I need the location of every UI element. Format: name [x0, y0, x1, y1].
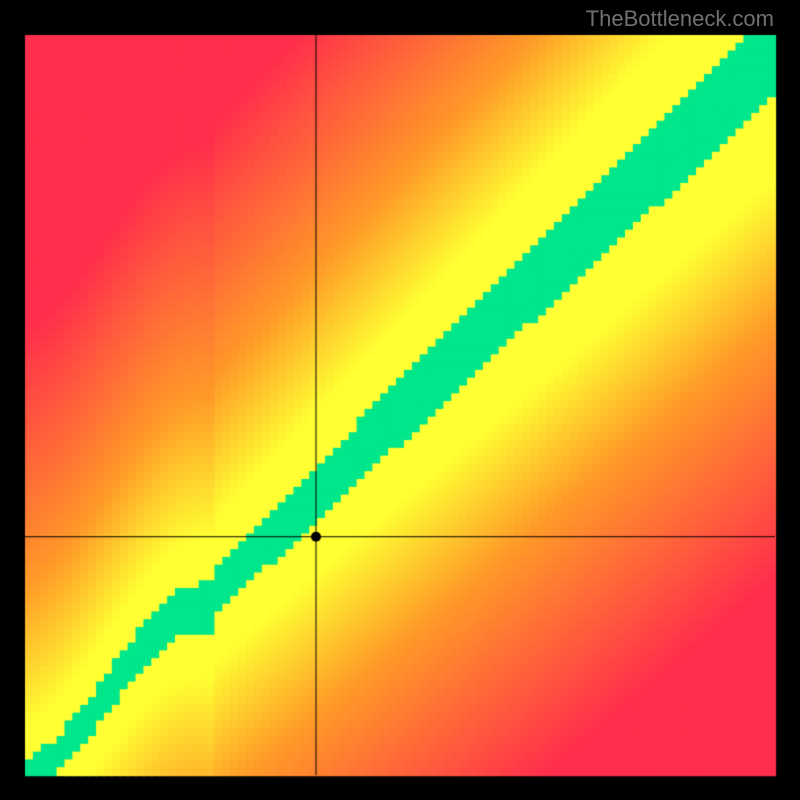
watermark-text: TheBottleneck.com	[586, 6, 774, 32]
bottleneck-heatmap	[0, 0, 800, 800]
chart-container: TheBottleneck.com	[0, 0, 800, 800]
